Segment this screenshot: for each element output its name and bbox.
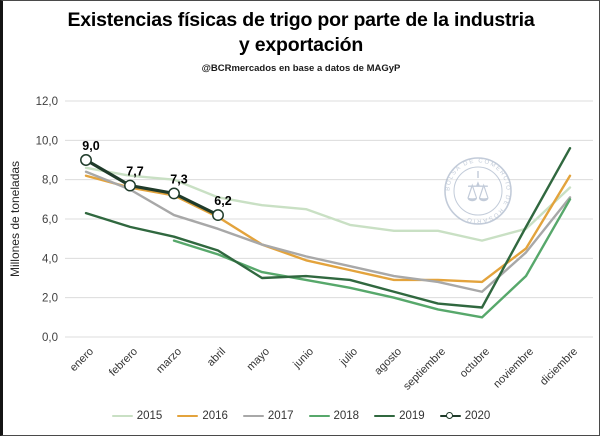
x-tick-label-octubre: octubre — [458, 346, 492, 380]
chart-legend: 2015 2016 2017 2018 2019 2020 — [3, 404, 599, 428]
data-point-label: 7,3 — [170, 172, 187, 186]
x-tick-label-agosto: agosto — [372, 346, 404, 378]
x-tick-label-febrero: febrero — [107, 346, 140, 379]
legend-line-icon — [242, 414, 264, 418]
x-tick-label-abril: abril — [205, 346, 228, 369]
chart-subtitle: @BCRmercados en base a datos de MAGyP — [201, 63, 401, 74]
data-point-label: 6,2 — [214, 194, 231, 208]
y-tick-label: 2,0 — [42, 293, 58, 305]
y-tick-label: 0,0 — [42, 332, 58, 344]
legend-label: 2018 — [333, 410, 360, 422]
x-tick-label-marzo: marzo — [154, 346, 184, 376]
line-chart-plot: 0,0 2,0 4,0 6,0 8,0 10,0 12,0 Millones de tonel… — [8, 96, 593, 393]
legend-label: 2016 — [202, 410, 228, 422]
y-tick-label: 8,0 — [42, 175, 58, 187]
y-axis-title: Millones de toneladas — [8, 161, 22, 277]
chart-title: Existencias físicas de trigo por parte d… — [67, 9, 535, 57]
legend-item-2017: 2017 — [242, 410, 294, 422]
x-tick-label-junio: junio — [290, 346, 316, 372]
x-tick-label-mayo: mayo — [245, 346, 273, 374]
data-point-label: 9,0 — [82, 139, 99, 153]
legend-label: 2015 — [136, 410, 163, 422]
series-line-2016 — [84, 174, 572, 284]
data-point-marker-2020 — [80, 154, 92, 166]
y-tick-label: 10,0 — [36, 135, 58, 147]
x-tick-label-diciembre: diciembre — [538, 346, 580, 388]
legend-item-2019: 2019 — [374, 410, 425, 422]
svg-text:⚖: ⚖ — [466, 177, 490, 207]
y-tick-label: 6,0 — [42, 214, 58, 226]
series-line-2015 — [84, 166, 572, 242]
x-tick-label-septiembre: septiembre — [401, 346, 448, 393]
series-line-2020 — [84, 158, 220, 217]
legend-line-icon — [111, 414, 133, 418]
legend-item-2015: 2015 — [111, 410, 163, 422]
legend-label: 2020 — [464, 410, 491, 422]
legend-line-icon — [177, 414, 199, 418]
x-tick-label-noviembre: noviembre — [491, 346, 536, 391]
x-tick-label-enero: enero — [68, 346, 96, 374]
data-point-marker-2020 — [124, 179, 136, 192]
legend-marker-line-icon — [439, 411, 461, 421]
y-tick-label: 12,0 — [36, 96, 58, 108]
legend-item-2018: 2018 — [308, 410, 360, 422]
series-line-2017 — [84, 170, 572, 293]
data-point-marker-2020 — [212, 209, 224, 222]
legend-line-icon — [308, 414, 330, 418]
legend-item-2020: 2020 — [439, 410, 491, 422]
legend-label: 2017 — [267, 410, 294, 422]
data-point-marker-2020 — [168, 187, 180, 200]
bolsa-comercio-rosario-watermark-icon: BOLSA DE COMERCIO DE ROSARIO⚖ — [444, 157, 512, 225]
y-tick-label: 4,0 — [42, 253, 58, 265]
series-line-2019 — [84, 146, 572, 309]
data-point-label: 7,7 — [126, 165, 143, 179]
x-tick-label-julio: julio — [337, 346, 360, 369]
legend-item-2016: 2016 — [177, 410, 228, 422]
legend-label: 2019 — [399, 410, 425, 422]
legend-line-icon — [374, 414, 396, 418]
